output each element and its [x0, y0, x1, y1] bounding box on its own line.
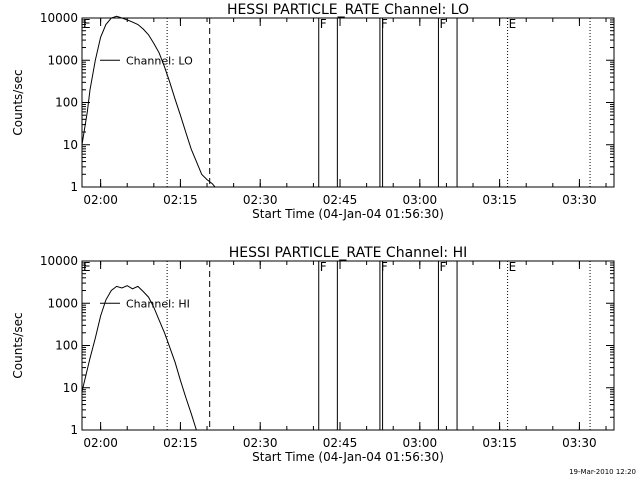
plot-frame [81, 17, 615, 188]
chart-title: HESSI PARTICLE_RATE Channel: HI [229, 245, 467, 261]
x-tick-label: 03:15 [482, 193, 517, 207]
y-axis-label: Counts/sec [11, 69, 25, 135]
y-tick-label: 100 [55, 96, 78, 110]
x-tick-label: 02:45 [323, 193, 358, 207]
marker-label: E [509, 260, 517, 274]
x-tick-label: 02:00 [83, 436, 118, 450]
y-tick-label: 10000 [40, 254, 78, 268]
x-tick-label: 03:00 [403, 436, 438, 450]
x-tick-label: 03:30 [562, 193, 597, 207]
y-tick-label: 10 [63, 138, 78, 152]
y-tick-label: 1000 [47, 296, 78, 310]
x-tick-label: 02:45 [323, 436, 358, 450]
y-axis-label: Counts/sec [11, 312, 25, 378]
x-axis-label: Start Time (04-Jan-04 01:56:30) [252, 450, 444, 464]
marker-label: F [381, 260, 388, 274]
marker-label: F [320, 17, 327, 31]
marker-label: F [381, 17, 388, 31]
chart-panel-hi: HESSI PARTICLE_RATE Channel: HI E F F F E Chan… [11, 245, 615, 464]
y-tick-label: 1 [70, 180, 78, 194]
x-tick-label: 02:00 [83, 193, 118, 207]
y-tick-label: 10 [63, 381, 78, 395]
marker-label: F [439, 17, 446, 31]
y-tick-label: 1 [70, 423, 78, 437]
data-line [81, 285, 197, 431]
y-tick-label: 1000 [47, 53, 78, 67]
x-tick-label: 02:15 [163, 193, 198, 207]
plot-frame [81, 260, 615, 431]
marker-label: E [83, 260, 91, 274]
x-tick-label: 03:15 [482, 436, 517, 450]
legend-label: Channel: LO [126, 54, 193, 67]
legend-label: Channel: HI [126, 297, 190, 310]
x-tick-label: 02:15 [163, 436, 198, 450]
marker-label: F [439, 260, 446, 274]
marker-label: E [509, 17, 517, 31]
x-tick-label: 03:30 [562, 436, 597, 450]
generated-timestamp: 19-Mar-2010 12:20 [569, 468, 636, 476]
x-axis-label: Start Time (04-Jan-04 01:56:30) [252, 207, 444, 221]
x-tick-label: 02:30 [243, 436, 278, 450]
chart-title: HESSI PARTICLE_RATE Channel: LO [227, 2, 469, 18]
chart-panel-lo: HESSI PARTICLE_RATE Channel: LO E F F F E Chan… [11, 2, 615, 221]
y-tick-label: 10000 [40, 11, 78, 25]
marker-label: F [320, 260, 327, 274]
data-line [81, 15, 216, 188]
marker-label: E [83, 17, 91, 31]
x-tick-label: 03:00 [403, 193, 438, 207]
y-tick-label: 100 [55, 339, 78, 353]
x-tick-label: 02:30 [243, 193, 278, 207]
